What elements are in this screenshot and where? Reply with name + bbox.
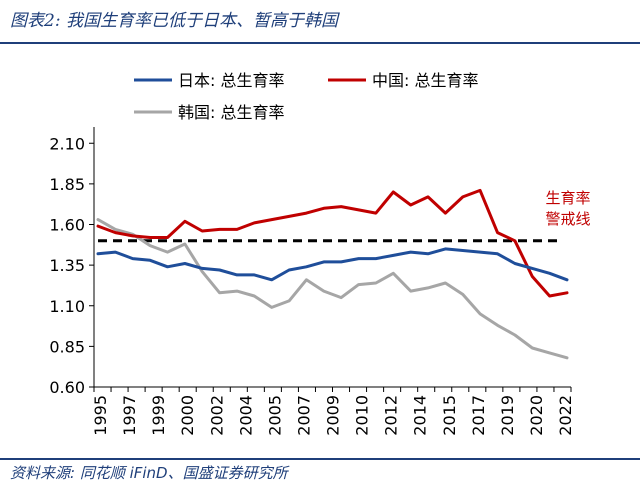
series-line-0 <box>96 247 569 282</box>
y-tick-label: 2.10 <box>49 134 85 153</box>
source-rule <box>0 458 640 460</box>
x-tick-label: 1997 <box>120 395 139 436</box>
y-tick-label: 0.60 <box>49 378 85 397</box>
x-tick-label: 2005 <box>265 395 284 436</box>
y-tick-label: 0.85 <box>49 337 85 356</box>
x-tick-label: 2019 <box>498 395 517 436</box>
x-tick-label: 2010 <box>353 395 372 436</box>
x-tick-label: 2007 <box>294 395 313 436</box>
y-tick-label: 1.85 <box>49 175 85 194</box>
x-tick-label: 2015 <box>440 395 459 436</box>
warning-label-line1: 生育率 <box>545 189 590 207</box>
y-tick-label: 1.35 <box>49 256 85 275</box>
axes: 0.60 0.85 1.10 1.35 1.60 1.85 2.10 1995 1997 1999… <box>49 127 575 436</box>
legend-label-0: 日本: 总生育率 <box>178 71 284 90</box>
series-line-1 <box>96 188 569 298</box>
title-rule <box>0 42 640 44</box>
source-note: 资料来源: 同花顺 iFinD、国盛证券研究所 <box>10 464 288 482</box>
x-tick-label: 2002 <box>207 395 226 436</box>
x-tick-label: 2020 <box>527 395 546 436</box>
x-tick-label: 2022 <box>556 395 575 436</box>
x-tick-label: 2014 <box>411 395 430 436</box>
x-tick-label: 2004 <box>236 395 255 436</box>
x-tick-label: 2009 <box>324 395 343 436</box>
legend-label-2: 韩国: 总生育率 <box>178 103 284 122</box>
series-group <box>96 188 569 360</box>
x-tick-label: 1999 <box>149 395 168 436</box>
y-tick-label: 1.60 <box>49 216 85 235</box>
x-tick-label: 2012 <box>382 395 401 436</box>
y-tick-label: 1.10 <box>49 297 85 316</box>
legend-label-1: 中国: 总生育率 <box>372 71 478 90</box>
series-line-2 <box>96 218 569 360</box>
x-tick-label: 2000 <box>178 395 197 436</box>
chart-title: 图表2: 我国生育率已低于日本、暂高于韩国 <box>10 11 338 31</box>
x-tick-label: 2017 <box>469 395 488 436</box>
x-tick-label: 1995 <box>91 395 110 436</box>
warning-label-line2: 警戒线 <box>545 210 590 228</box>
